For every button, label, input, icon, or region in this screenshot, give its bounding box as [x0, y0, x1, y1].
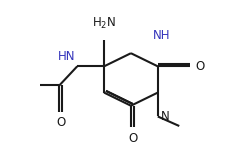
- Text: O: O: [195, 60, 205, 73]
- Text: H$_2$N: H$_2$N: [92, 16, 116, 31]
- Text: N: N: [161, 110, 170, 123]
- Text: NH: NH: [152, 29, 170, 42]
- Text: O: O: [128, 132, 137, 145]
- Text: O: O: [56, 116, 66, 129]
- Text: HN: HN: [58, 50, 75, 63]
